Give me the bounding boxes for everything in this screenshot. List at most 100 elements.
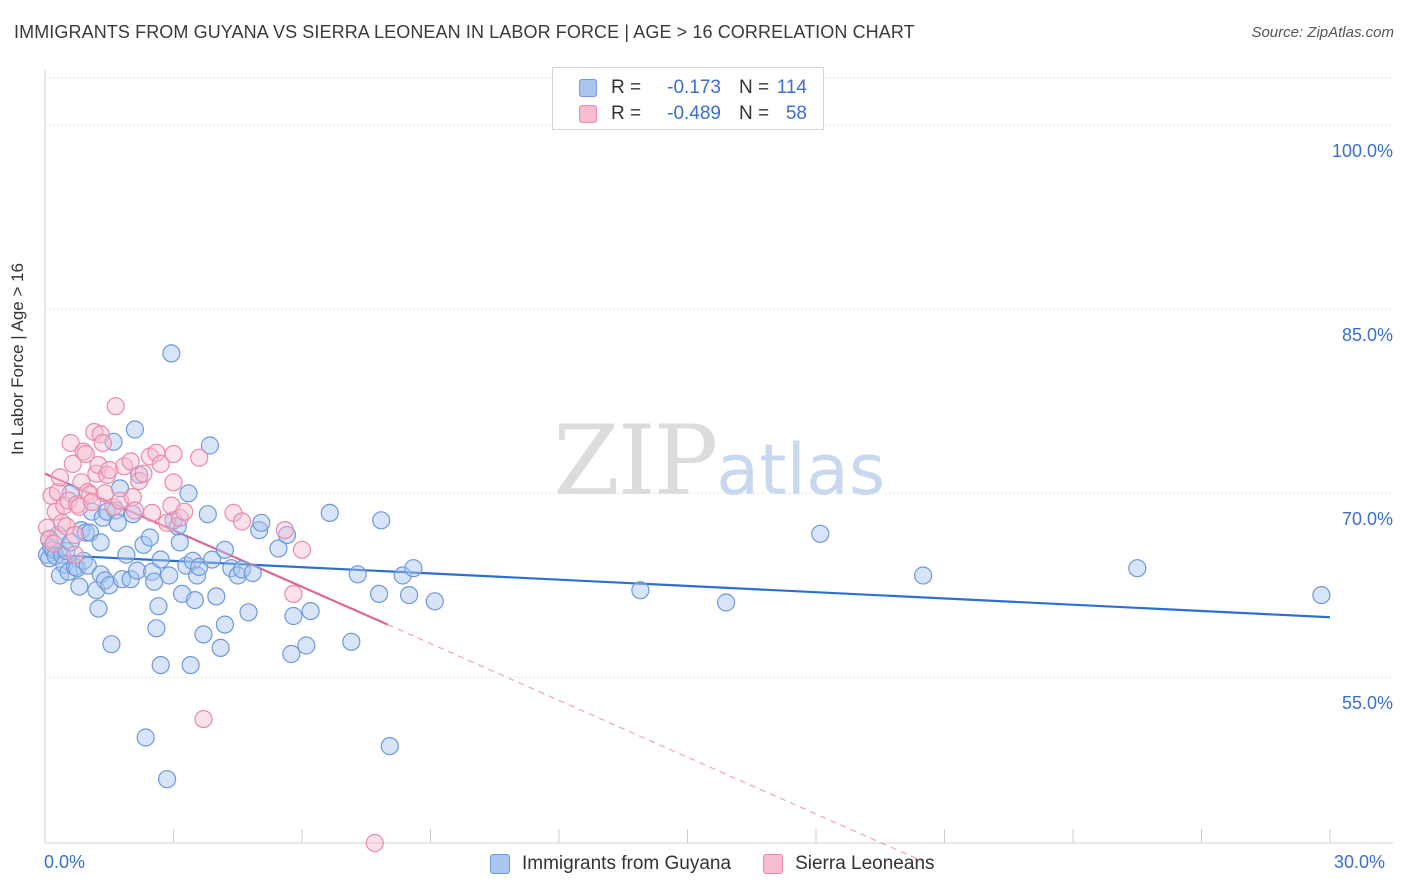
- y-tick-label: 55.0%: [1341, 693, 1393, 714]
- point-guyana: [243, 563, 262, 583]
- point-sierra-leone: [65, 545, 85, 564]
- point-guyana: [198, 505, 217, 524]
- point-guyana: [185, 590, 204, 610]
- point-guyana: [136, 728, 155, 747]
- point-guyana: [67, 559, 87, 578]
- point-guyana: [1128, 559, 1147, 578]
- point-sierra-leone: [365, 833, 384, 853]
- point-guyana: [76, 523, 95, 542]
- legend-label-guyana: Immigrants from Guyana: [522, 853, 732, 874]
- point-guyana: [215, 615, 234, 634]
- watermark-zip: ZIP: [553, 405, 718, 517]
- legend-swatch-sierra-leone: [763, 854, 784, 874]
- legend-r-value: -0.489: [667, 103, 721, 124]
- axes: [44, 70, 1393, 844]
- point-guyana: [252, 513, 271, 532]
- point-guyana: [149, 597, 168, 616]
- point-sierra-leone: [194, 709, 213, 729]
- point-sierra-leone: [63, 454, 82, 473]
- point-guyana: [297, 636, 316, 655]
- legend-n-label: N =: [739, 77, 770, 98]
- trend-extension-sierra-leone: [387, 624, 924, 862]
- point-guyana: [215, 540, 234, 559]
- point-guyana: [89, 599, 108, 618]
- point-guyana: [170, 533, 189, 552]
- y-tick-label: 100.0%: [1331, 141, 1393, 162]
- point-guyana: [370, 584, 389, 604]
- legend-r-value: -0.173: [667, 77, 721, 98]
- point-guyana: [125, 420, 144, 439]
- point-guyana: [91, 533, 110, 552]
- point-guyana: [207, 587, 226, 606]
- point-sierra-leone: [164, 444, 183, 464]
- point-sierra-leone: [65, 525, 85, 545]
- x-tick-label-max: 30.0%: [1334, 852, 1386, 872]
- point-guyana: [70, 577, 89, 596]
- point-guyana: [151, 655, 170, 675]
- point-guyana: [811, 524, 830, 543]
- point-guyana: [372, 511, 391, 530]
- point-sierra-leone: [125, 501, 144, 520]
- legend-r-label: R =: [611, 77, 642, 98]
- series-legend: Immigrants from Guyana Sierra Leoneans: [490, 852, 967, 876]
- point-guyana: [108, 513, 127, 532]
- point-guyana: [913, 566, 933, 585]
- point-guyana: [147, 619, 166, 638]
- point-sierra-leone: [143, 503, 162, 523]
- watermark-atlas: atlas: [716, 429, 886, 511]
- point-guyana: [239, 603, 258, 622]
- point-sierra-leone: [232, 512, 252, 531]
- point-guyana: [78, 556, 97, 575]
- point-sierra-leone: [80, 485, 100, 504]
- point-sierra-leone: [134, 464, 153, 483]
- point-guyana: [158, 770, 177, 789]
- point-guyana: [301, 601, 320, 621]
- point-guyana: [160, 566, 179, 585]
- legend-row-sierra-leone: R = -0.489 N = 58: [579, 102, 807, 126]
- watermark: ZIPatlas: [553, 405, 885, 517]
- point-sierra-leone: [106, 397, 125, 416]
- point-guyana: [348, 565, 367, 584]
- point-guyana: [250, 520, 269, 540]
- point-sierra-leone: [50, 468, 70, 487]
- point-sierra-leone: [275, 520, 294, 540]
- point-guyana: [282, 644, 301, 664]
- point-sierra-leone: [95, 484, 115, 503]
- point-guyana: [151, 550, 170, 569]
- point-guyana: [203, 550, 222, 569]
- point-guyana: [404, 559, 423, 578]
- point-sierra-leone: [74, 442, 93, 461]
- point-sierra-leone: [44, 534, 63, 553]
- point-guyana: [269, 539, 288, 558]
- y-axis-label: In Labor Force | Age > 16: [8, 262, 27, 455]
- legend-item-sierra-leone[interactable]: Sierra Leoneans: [763, 853, 935, 875]
- legend-label-sierra-leone: Sierra Leoneans: [795, 853, 935, 874]
- point-sierra-leone: [123, 487, 142, 507]
- point-sierra-leone: [284, 584, 303, 604]
- point-guyana: [117, 545, 136, 564]
- trend-line-guyana: [44, 553, 1331, 619]
- point-guyana: [320, 503, 339, 523]
- legend-item-guyana[interactable]: Immigrants from Guyana: [490, 853, 731, 875]
- point-sierra-leone: [164, 473, 183, 492]
- point-guyana: [179, 484, 198, 503]
- legend-row-guyana: R = -0.173 N = 114: [579, 76, 807, 100]
- y-tick-label: 85.0%: [1341, 325, 1393, 346]
- point-guyana: [380, 736, 399, 756]
- point-guyana: [393, 566, 412, 585]
- point-guyana: [181, 655, 200, 675]
- point-guyana: [232, 560, 252, 579]
- legend-n-value: 114: [776, 77, 807, 98]
- point-sierra-leone: [61, 433, 80, 453]
- source-label: Source: ZipAtlas.com: [1251, 24, 1394, 41]
- point-guyana: [128, 561, 147, 580]
- legend-n-value: 58: [785, 103, 807, 124]
- point-guyana: [140, 528, 159, 547]
- point-sierra-leone: [175, 502, 194, 521]
- legend-swatch-sierra-leone: [579, 105, 597, 123]
- point-guyana: [102, 635, 121, 654]
- correlation-legend: R = -0.173 N = 114 R = -0.489 N = 58: [552, 67, 824, 130]
- x-tick-label-min: 0.0%: [44, 852, 86, 872]
- point-guyana: [194, 625, 213, 644]
